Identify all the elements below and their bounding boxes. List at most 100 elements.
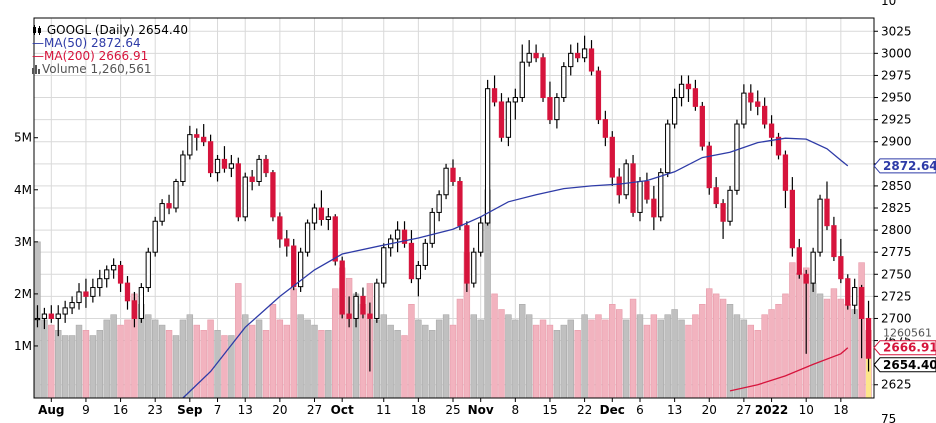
volume-bar [816,293,824,399]
candle-body [623,163,629,196]
volume-bar [505,314,512,399]
date-tick-label: 27 [307,403,322,417]
volume-bar [41,319,48,399]
candle-body [429,211,435,244]
volume-bar [851,309,858,399]
candle-body [422,242,428,266]
volume-bar [387,324,394,399]
price-tick-label: 2800 [881,223,912,237]
volume-bar [553,330,561,399]
date-tick-label: Dec [600,403,625,417]
volume-bar [740,319,748,399]
volume-bar [768,309,775,399]
volume-bar [837,298,845,399]
volume-bar [422,324,429,399]
volume-bar [248,324,256,399]
candle-body [214,158,221,174]
volume-bar [706,288,713,399]
candle-body [838,256,844,280]
volume-bar [712,293,720,399]
candle-body [62,307,68,315]
price-tag-label: 2666.91 [883,341,936,355]
candle-body [297,251,304,288]
date-tick-label: 10 [799,403,814,417]
candle-body [284,238,290,247]
volume-bar [276,319,284,399]
volume-bar [124,319,131,399]
candle-body [242,176,248,218]
volume-bar [145,314,152,399]
candle-body [782,154,789,191]
candle-body [339,260,345,315]
volume-tag-label: 1260561 [883,326,932,339]
candle-body [575,52,581,59]
candle-body [665,123,671,174]
date-tick-label: 13 [238,403,253,417]
price-tag: 2654.40 [873,357,936,373]
date-tick-label: 15 [542,403,557,417]
candle-body [568,52,574,68]
candle-body [810,251,816,284]
volume-bar [89,335,97,399]
date-tick-label: 25 [445,403,460,417]
candle-body [401,229,408,244]
price-tag-box [873,340,936,356]
volume-bar [283,324,290,399]
candle-body [547,97,553,121]
volume-tick-label: 3M [14,235,32,249]
candle-body [713,187,719,205]
candle-body [595,70,602,121]
date-tick-label: 9 [82,403,90,417]
volume-bar [657,319,664,399]
price-candles [34,35,872,372]
candle-body [478,222,484,253]
candle-body [865,317,872,359]
volume-bar [546,324,554,399]
volume-bar [830,288,838,399]
dual-candle-icon [33,25,41,35]
volume-bar [733,314,741,399]
candle-body [796,247,802,275]
volume-bar [103,319,110,399]
volume-bar [602,319,609,399]
candle-body [450,167,456,182]
ma200-line [729,347,849,392]
candle-body [201,136,207,143]
candle-body [720,203,726,222]
candle-body [471,251,477,284]
volume-bar [68,335,76,399]
volume-bar [311,324,318,399]
candle-body [394,229,401,240]
candle-body [325,216,331,220]
candle-body [602,119,609,138]
date-tick-label: 11 [376,403,391,417]
volume-bar [616,309,623,399]
candle-body [34,317,41,321]
price-tag-box [873,158,936,174]
volume-axis: 5M 4M 3M 2M 1M [14,131,38,353]
volume-bar [255,319,263,399]
candle-body [104,269,110,280]
date-axis: Aug 9 16 23 Sep 7 13 20 27 Oct 11 18 25 Nov 8 15 22 Dec 6 1… [38,398,848,417]
volume-bar [172,335,180,399]
volume-bar [304,319,311,399]
candle-body [318,207,325,220]
candle-body [505,101,512,138]
price-tick-label: 2825 [881,201,912,215]
volume-bar [456,298,464,399]
candle-body [138,287,144,319]
candle-body [97,278,103,289]
candle-body [734,123,740,191]
candle-body [374,282,380,319]
price-tag-label: 2654.40 [883,358,936,372]
candle-body [637,180,643,213]
volume-bar [297,314,304,399]
volume-bar [332,288,339,399]
date-tick-label: 2022 [755,403,788,417]
volume-bars-icon [32,65,40,74]
date-tick-label: 20 [272,403,287,417]
volume-bar [401,335,408,399]
legend-title: GOOGL (Daily) 2654.40 [46,23,188,37]
candle-body [415,264,422,280]
